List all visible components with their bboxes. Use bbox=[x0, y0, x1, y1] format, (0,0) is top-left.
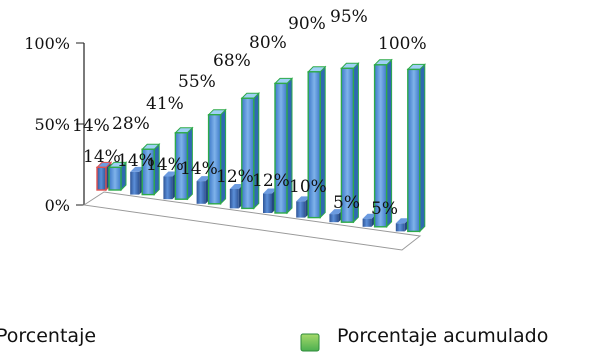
data-label-porcentaje: 14% bbox=[117, 151, 155, 171]
data-label-porcentaje-acumulado: 90% bbox=[288, 14, 326, 34]
bar-porcentaje-acumulado bbox=[306, 65, 327, 219]
bar-porcentaje-acumulado bbox=[273, 77, 294, 215]
chart-floor bbox=[82, 191, 422, 251]
data-label-porcentaje-acumulado: 68% bbox=[213, 51, 251, 71]
data-label-porcentaje-acumulado: 41% bbox=[146, 94, 184, 114]
data-label-porcentaje-acumulado: 28% bbox=[112, 114, 150, 134]
data-label-porcentaje-acumulado: 80% bbox=[249, 33, 287, 53]
legend-label-porcentaje-acumulado: Porcentaje acumulado bbox=[337, 325, 548, 347]
data-label-porcentaje-acumulado: 14% bbox=[72, 116, 110, 136]
data-label-porcentaje: 12% bbox=[216, 167, 254, 187]
data-label-porcentaje-acumulado: 55% bbox=[178, 72, 216, 92]
data-label-porcentaje: 12% bbox=[252, 171, 290, 191]
bar-porcentaje-acumulado bbox=[373, 58, 393, 229]
bar-porcentaje-acumulado bbox=[240, 92, 261, 210]
bar-porcentaje-acumulado bbox=[107, 161, 128, 192]
data-label-porcentaje-acumulado: 100% bbox=[378, 34, 427, 54]
y-tick-label: 50% bbox=[34, 115, 70, 134]
data-labels-layer: 14%14%14%14%12%12% 10%5% 5%14% 28%41%55%68%… bbox=[72, 7, 427, 219]
bar-porcentaje-acumulado bbox=[140, 143, 161, 196]
bar-porcentaje-acumulado bbox=[340, 62, 360, 224]
data-label-porcentaje: 14% bbox=[83, 147, 121, 167]
data-label-porcentaje: 14% bbox=[146, 155, 184, 175]
legend-swatch-acumulado bbox=[300, 333, 320, 352]
data-label-porcentaje-acumulado: 95% bbox=[330, 7, 368, 27]
bar-porcentaje-acumulado bbox=[207, 108, 227, 206]
data-label-porcentaje: 5% bbox=[333, 193, 360, 213]
y-axis-tick-labels: 0% 50% 100% bbox=[24, 34, 70, 215]
data-label-porcentaje: 10% bbox=[289, 177, 327, 197]
legend: Porcentaje Porcentaje acumulado bbox=[0, 325, 548, 352]
legend-label-porcentaje: Porcentaje bbox=[0, 325, 96, 347]
y-tick-label: 100% bbox=[24, 34, 70, 53]
bars-layer bbox=[95, 58, 427, 233]
data-label-porcentaje: 14% bbox=[180, 159, 218, 179]
y-tick-label: 0% bbox=[45, 196, 70, 215]
bar-porcentaje-acumulado bbox=[406, 63, 427, 233]
data-label-porcentaje: 5% bbox=[371, 199, 398, 219]
bar-porcentaje-acumulado bbox=[174, 126, 194, 201]
